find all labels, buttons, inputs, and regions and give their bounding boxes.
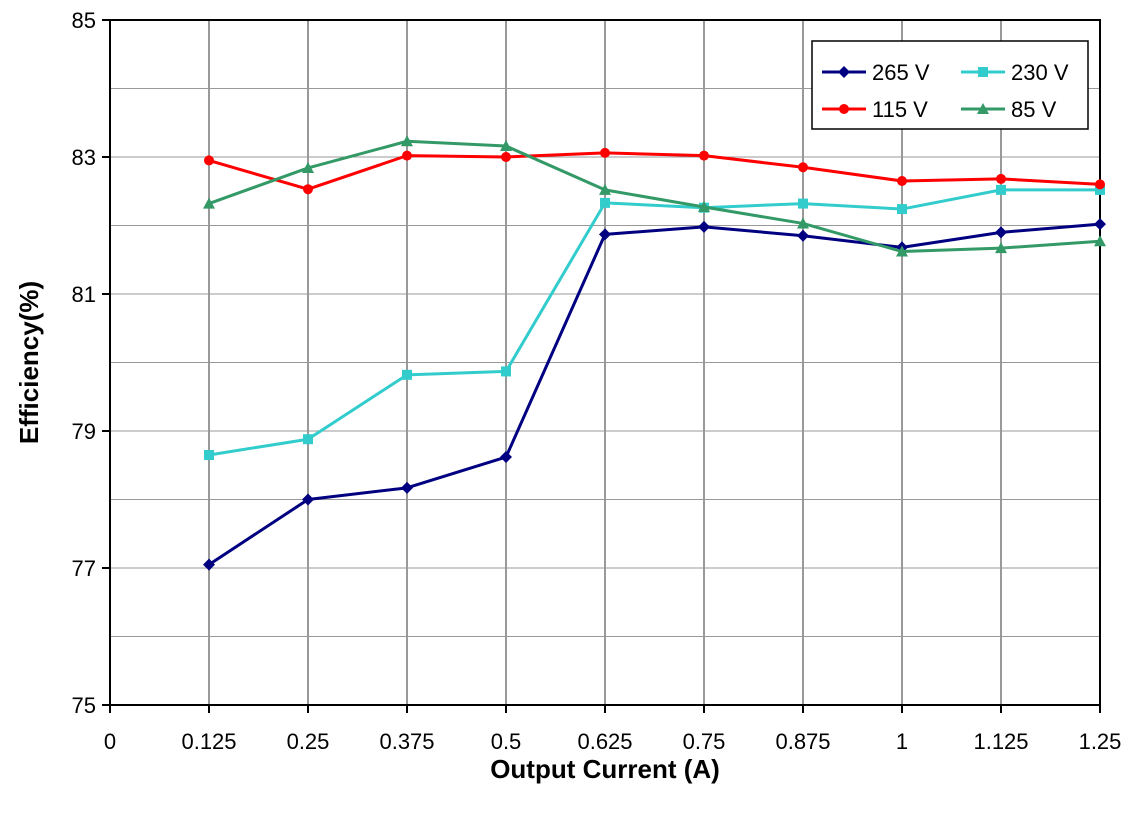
legend-item: 115 V bbox=[822, 97, 928, 122]
y-tick-label: 81 bbox=[72, 282, 96, 307]
data-point bbox=[501, 152, 511, 162]
data-point bbox=[302, 493, 314, 506]
series-115v bbox=[204, 147, 1105, 195]
legend-swatch-marker bbox=[977, 103, 989, 114]
series-line bbox=[208, 139, 1101, 254]
x-tick-label: 0.625 bbox=[577, 729, 632, 754]
data-point bbox=[401, 481, 413, 494]
data-point bbox=[995, 226, 1007, 239]
x-tick-label: 1 bbox=[896, 729, 908, 754]
legend-swatch-marker bbox=[839, 104, 849, 114]
data-point bbox=[995, 242, 1007, 254]
legend-item: 230 V bbox=[961, 60, 1069, 85]
series-layer bbox=[203, 135, 1106, 571]
y-tick-label: 83 bbox=[72, 145, 96, 170]
x-axis-ticks: 0 0.125 0.25 0.375 0.5 0.625 0.75 0.875 1 1.125 1.… bbox=[104, 705, 1122, 754]
data-point bbox=[204, 449, 214, 460]
data-point bbox=[402, 369, 412, 380]
data-point bbox=[797, 229, 809, 242]
legend-item: 265 V bbox=[822, 60, 930, 85]
series-265v bbox=[203, 218, 1106, 571]
data-point bbox=[798, 198, 808, 209]
legend-label: 85 V bbox=[1011, 97, 1057, 122]
y-axis-ticks: 75 77 79 81 83 85 bbox=[72, 8, 110, 718]
y-tick-label: 77 bbox=[72, 556, 96, 581]
data-point bbox=[896, 245, 908, 257]
data-point bbox=[698, 201, 710, 213]
legend-label: 265 V bbox=[872, 60, 930, 85]
legend-swatch-marker bbox=[978, 67, 988, 77]
data-point bbox=[500, 451, 512, 464]
x-tick-label: 0.875 bbox=[775, 729, 830, 754]
data-point bbox=[996, 173, 1006, 184]
y-tick-label: 75 bbox=[72, 693, 96, 718]
data-point bbox=[698, 220, 710, 233]
data-point bbox=[1095, 179, 1105, 190]
data-point bbox=[1094, 218, 1106, 231]
series-230v bbox=[204, 184, 1105, 460]
data-point bbox=[303, 184, 313, 195]
series-85v bbox=[203, 135, 1106, 257]
data-point bbox=[599, 228, 611, 241]
x-tick-label: 0.75 bbox=[683, 729, 726, 754]
data-point bbox=[1095, 184, 1105, 195]
y-tick-label: 79 bbox=[72, 419, 96, 444]
data-point bbox=[500, 140, 512, 152]
x-tick-label: 0.125 bbox=[181, 729, 236, 754]
x-tick-label: 0.5 bbox=[491, 729, 522, 754]
legend-item: 85 V bbox=[961, 97, 1057, 122]
data-point bbox=[203, 558, 215, 571]
data-point bbox=[501, 366, 511, 377]
data-point bbox=[897, 175, 907, 186]
series-line bbox=[208, 222, 1101, 566]
data-point bbox=[302, 161, 314, 173]
data-point bbox=[996, 184, 1006, 195]
legend: 265 V 230 V 115 V 85 V bbox=[811, 40, 1089, 130]
data-point bbox=[797, 217, 809, 229]
legend-box bbox=[811, 40, 1089, 130]
y-tick-label: 85 bbox=[72, 8, 96, 33]
series-line bbox=[208, 188, 1100, 457]
x-tick-label: 0.25 bbox=[287, 729, 330, 754]
x-tick-label: 1.125 bbox=[973, 729, 1028, 754]
x-tick-label: 1.25 bbox=[1079, 729, 1122, 754]
legend-label: 115 V bbox=[872, 97, 928, 122]
legend-swatch-marker bbox=[838, 66, 850, 78]
series-line bbox=[208, 151, 1101, 191]
data-point bbox=[699, 150, 709, 161]
data-point bbox=[600, 147, 610, 158]
x-tick-label: 0 bbox=[104, 729, 116, 754]
data-point bbox=[600, 197, 610, 208]
data-point bbox=[897, 204, 907, 215]
legend-label: 230 V bbox=[1011, 60, 1069, 85]
data-point bbox=[203, 197, 215, 209]
y-axis-title: Efficiency(%) bbox=[14, 281, 44, 444]
data-point bbox=[401, 135, 413, 147]
data-point bbox=[798, 162, 808, 173]
x-axis-title: Output Current (A) bbox=[490, 754, 720, 784]
data-point bbox=[402, 150, 412, 161]
data-point bbox=[303, 434, 313, 445]
data-point bbox=[599, 183, 611, 195]
data-point bbox=[204, 155, 214, 166]
x-tick-label: 0.375 bbox=[379, 729, 434, 754]
data-point bbox=[1094, 235, 1106, 247]
